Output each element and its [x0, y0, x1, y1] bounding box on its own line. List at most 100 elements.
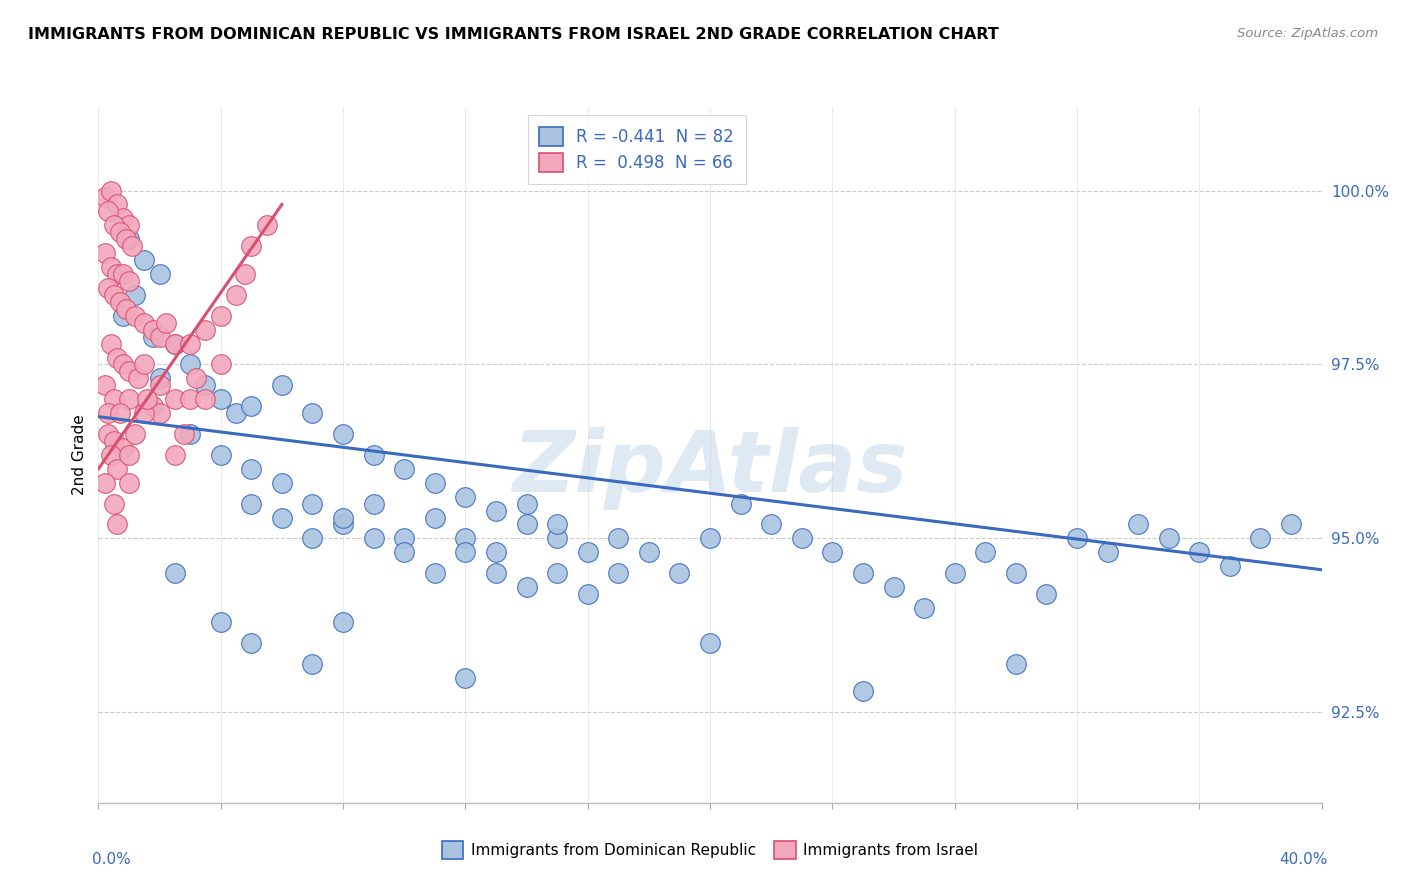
Point [240, 462, 263, 476]
Point [392, 532, 416, 546]
Point [1250, 532, 1272, 546]
Point [179, 336, 201, 351]
Point [240, 497, 263, 511]
Point [111, 441, 134, 455]
Point [97, 281, 120, 295]
Point [103, 288, 125, 302]
Point [100, 184, 122, 198]
Point [108, 406, 131, 420]
Point [103, 497, 125, 511]
Point [209, 358, 232, 372]
Point [103, 434, 125, 448]
Point [607, 532, 630, 546]
Text: IMMIGRANTS FROM DOMINICAN REPUBLIC VS IMMIGRANTS FROM ISRAEL 2ND GRADE CORRELATI: IMMIGRANTS FROM DOMINICAN REPUBLIC VS IM… [28, 27, 998, 42]
Point [301, 406, 323, 420]
Point [1279, 517, 1302, 532]
Point [943, 566, 966, 581]
Point [105, 351, 128, 365]
Point [118, 232, 141, 246]
Point [256, 219, 278, 233]
Point [124, 309, 146, 323]
Point [97, 406, 120, 420]
Point [194, 323, 217, 337]
Point [118, 274, 141, 288]
Point [108, 294, 131, 309]
Point [93, 378, 115, 392]
Point [301, 657, 323, 671]
Point [761, 517, 783, 532]
Point [209, 392, 232, 407]
Point [179, 392, 201, 407]
Point [149, 267, 172, 281]
Point [332, 510, 354, 524]
Point [301, 532, 323, 546]
Point [93, 246, 115, 260]
Point [576, 545, 599, 559]
Point [1128, 517, 1150, 532]
Point [852, 566, 875, 581]
Point [332, 615, 354, 629]
Y-axis label: 2nd Grade: 2nd Grade [72, 415, 87, 495]
Point [134, 406, 156, 420]
Point [134, 253, 156, 268]
Point [118, 364, 141, 378]
Point [111, 267, 134, 281]
Point [270, 510, 294, 524]
Point [423, 475, 446, 490]
Point [454, 671, 477, 685]
Point [516, 497, 538, 511]
Point [149, 378, 172, 392]
Text: 40.0%: 40.0% [1279, 852, 1327, 866]
Point [115, 301, 138, 316]
Point [209, 615, 232, 629]
Point [134, 358, 156, 372]
Point [225, 406, 247, 420]
Point [1066, 532, 1088, 546]
Point [516, 580, 538, 594]
Point [142, 323, 165, 337]
Point [233, 267, 256, 281]
Point [100, 260, 122, 274]
Point [363, 497, 385, 511]
Point [111, 211, 134, 226]
Point [225, 288, 247, 302]
Point [127, 371, 149, 385]
Text: Source: ZipAtlas.com: Source: ZipAtlas.com [1237, 27, 1378, 40]
Point [134, 316, 156, 330]
Point [1188, 545, 1211, 559]
Point [883, 580, 905, 594]
Text: 0.0%: 0.0% [93, 852, 131, 866]
Point [363, 448, 385, 462]
Point [124, 288, 146, 302]
Point [485, 503, 508, 517]
Point [852, 684, 875, 698]
Point [363, 532, 385, 546]
Point [546, 532, 568, 546]
Point [194, 392, 217, 407]
Legend: Immigrants from Dominican Republic, Immigrants from Israel: Immigrants from Dominican Republic, Immi… [436, 835, 984, 864]
Point [105, 462, 128, 476]
Point [1004, 566, 1026, 581]
Point [142, 329, 165, 343]
Point [121, 239, 143, 253]
Point [142, 399, 165, 413]
Point [392, 545, 416, 559]
Point [136, 392, 159, 407]
Point [270, 378, 294, 392]
Point [1004, 657, 1026, 671]
Point [270, 475, 294, 490]
Point [1097, 545, 1119, 559]
Point [97, 204, 120, 219]
Point [115, 232, 138, 246]
Point [93, 190, 115, 204]
Point [485, 566, 508, 581]
Point [118, 392, 141, 407]
Point [546, 517, 568, 532]
Point [301, 497, 323, 511]
Point [100, 448, 122, 462]
Point [118, 448, 141, 462]
Point [100, 336, 122, 351]
Point [454, 545, 477, 559]
Point [1157, 532, 1180, 546]
Point [974, 545, 997, 559]
